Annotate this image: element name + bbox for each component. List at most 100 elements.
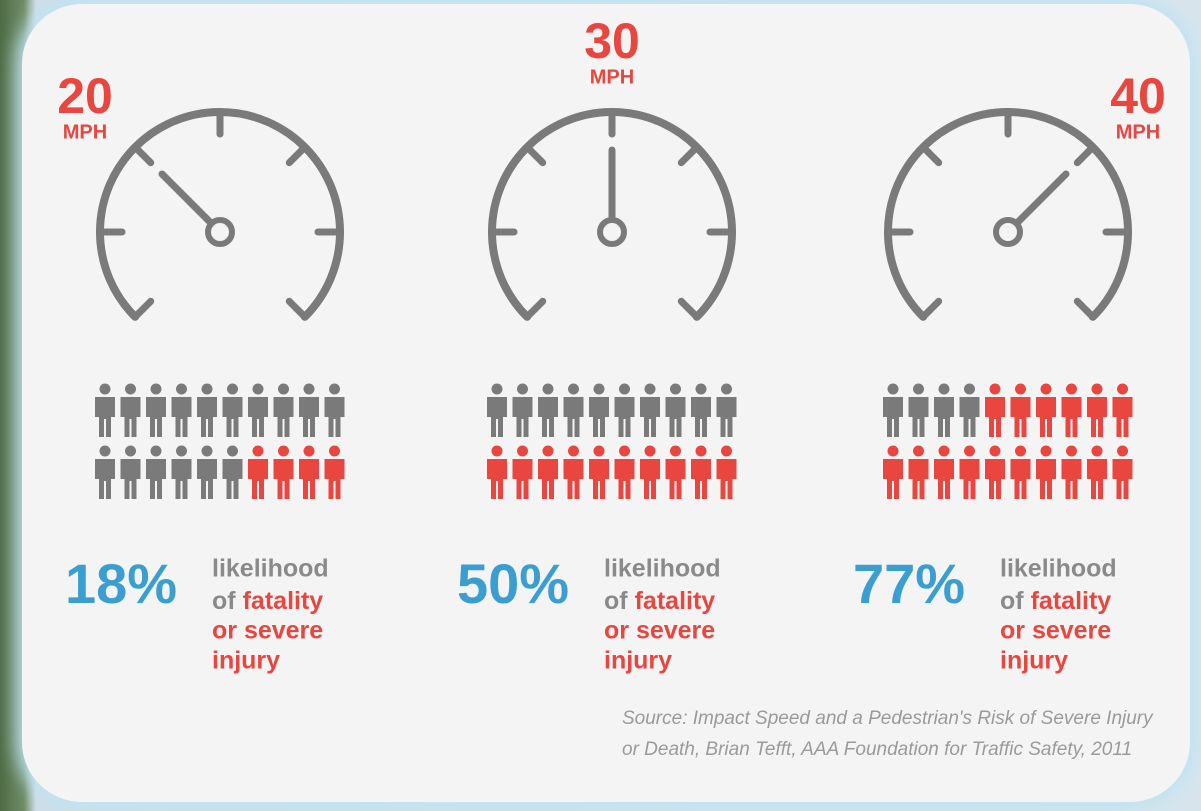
person-figure (299, 446, 319, 500)
gauge-needle (1018, 174, 1066, 222)
figure-head (304, 384, 315, 395)
figure-head (568, 384, 579, 395)
figure-head (176, 446, 187, 457)
person-figure (1062, 446, 1082, 500)
gauge-tick (923, 147, 939, 163)
person-figure (615, 384, 635, 438)
figure-head (888, 446, 899, 457)
person-figure (248, 446, 268, 500)
figure-body (223, 397, 243, 437)
figure-head (253, 384, 264, 395)
caption-line: likelihood (212, 555, 329, 583)
person-figure (960, 446, 980, 500)
figure-body (589, 397, 609, 437)
figure-head (670, 384, 681, 395)
figure-head (594, 384, 605, 395)
person-figure (1062, 384, 1082, 438)
figure-body (883, 397, 903, 437)
person-figure (883, 446, 903, 500)
figure-body (325, 397, 345, 437)
figure-body (640, 459, 660, 499)
figure-head (913, 446, 924, 457)
figure-body (717, 397, 737, 437)
figure-body (487, 459, 507, 499)
figure-head (990, 446, 1001, 457)
figure-head (1066, 446, 1077, 457)
figure-head (619, 446, 630, 457)
caption-word: of (212, 587, 236, 615)
figure-head (964, 446, 975, 457)
figure-head (543, 446, 554, 457)
gauge-tick (289, 147, 305, 163)
gauge-tick (1077, 147, 1093, 163)
figure-body (95, 459, 115, 499)
figure-body (146, 397, 166, 437)
percent: 18% (65, 552, 177, 615)
person-figure (172, 384, 192, 438)
figure-head (329, 384, 340, 395)
person-figure (691, 384, 711, 438)
figure-head (100, 384, 111, 395)
person-figure (513, 446, 533, 500)
figure-body (1062, 459, 1082, 499)
percent: 77% (853, 552, 965, 615)
person-figure (146, 446, 166, 500)
person-figure (691, 446, 711, 500)
person-figure (717, 384, 737, 438)
figure-body (960, 459, 980, 499)
person-figure (934, 446, 954, 500)
figure-head (543, 384, 554, 395)
caption-word: of (604, 587, 628, 615)
percent: 50% (457, 552, 569, 615)
person-figure (589, 384, 609, 438)
source-note: Source: Impact Speed and a Pedestrian's … (622, 703, 1162, 765)
figure-head (645, 446, 656, 457)
person-figure (172, 446, 192, 500)
person-figure (95, 384, 115, 438)
caption-line: or severe (1000, 617, 1111, 645)
caption-line: injury (212, 647, 280, 675)
figure-body (666, 397, 686, 437)
figure-body (172, 459, 192, 499)
figure-body (717, 459, 737, 499)
figure-body (538, 459, 558, 499)
person-figure (513, 384, 533, 438)
person-figure (487, 446, 507, 500)
caption-line: likelihood (604, 555, 721, 583)
figure-body (95, 397, 115, 437)
person-figure (538, 446, 558, 500)
figure-body (248, 459, 268, 499)
caption-line: injury (1000, 647, 1068, 675)
person-figure (640, 446, 660, 500)
figure-head (1117, 446, 1128, 457)
caption-line: or severe (604, 617, 715, 645)
person-figure (909, 446, 929, 500)
figure-head (1066, 384, 1077, 395)
person-figure (1011, 446, 1031, 500)
figure-head (721, 446, 732, 457)
figure-body (513, 397, 533, 437)
person-figure (197, 446, 217, 500)
speed-value: 30 (584, 13, 640, 69)
gauge-tick (681, 147, 697, 163)
figure-head (202, 446, 213, 457)
figure-head (1015, 446, 1026, 457)
figure-head (594, 446, 605, 457)
caption-emphasis: fatality (635, 587, 716, 615)
figure-body (564, 459, 584, 499)
figure-head (517, 384, 528, 395)
person-figure (197, 384, 217, 438)
figure-head (913, 384, 924, 395)
infographic: 20MPH18%likelihoodoffatalityor severeinj… (0, 0, 1201, 811)
figure-head (670, 446, 681, 457)
person-figure (274, 384, 294, 438)
gauge-hub (996, 220, 1020, 244)
person-figure (1011, 384, 1031, 438)
gauge-tick (135, 147, 151, 163)
figure-head (278, 446, 289, 457)
gauge-hub (600, 220, 624, 244)
figure-body (274, 397, 294, 437)
figure-head (939, 446, 950, 457)
